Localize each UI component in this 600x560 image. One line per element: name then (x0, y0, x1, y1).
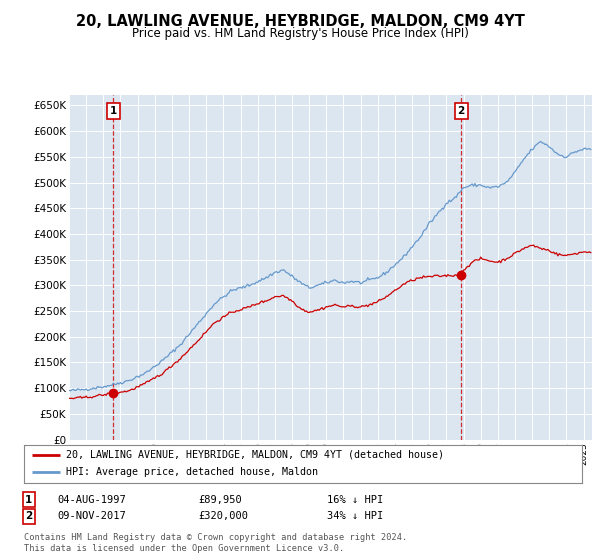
Text: £320,000: £320,000 (198, 511, 248, 521)
Text: 20, LAWLING AVENUE, HEYBRIDGE, MALDON, CM9 4YT (detached house): 20, LAWLING AVENUE, HEYBRIDGE, MALDON, C… (66, 450, 444, 460)
Text: 09-NOV-2017: 09-NOV-2017 (57, 511, 126, 521)
Text: £89,950: £89,950 (198, 494, 242, 505)
Text: HPI: Average price, detached house, Maldon: HPI: Average price, detached house, Mald… (66, 468, 318, 478)
Text: 2: 2 (25, 511, 32, 521)
Text: Price paid vs. HM Land Registry's House Price Index (HPI): Price paid vs. HM Land Registry's House … (131, 27, 469, 40)
Text: Contains HM Land Registry data © Crown copyright and database right 2024.
This d: Contains HM Land Registry data © Crown c… (24, 534, 407, 553)
Text: 20, LAWLING AVENUE, HEYBRIDGE, MALDON, CM9 4YT: 20, LAWLING AVENUE, HEYBRIDGE, MALDON, C… (76, 14, 524, 29)
Text: 16% ↓ HPI: 16% ↓ HPI (327, 494, 383, 505)
Text: 1: 1 (25, 494, 32, 505)
Text: 04-AUG-1997: 04-AUG-1997 (57, 494, 126, 505)
Text: 34% ↓ HPI: 34% ↓ HPI (327, 511, 383, 521)
Text: 1: 1 (110, 106, 117, 116)
Text: 2: 2 (458, 106, 465, 116)
